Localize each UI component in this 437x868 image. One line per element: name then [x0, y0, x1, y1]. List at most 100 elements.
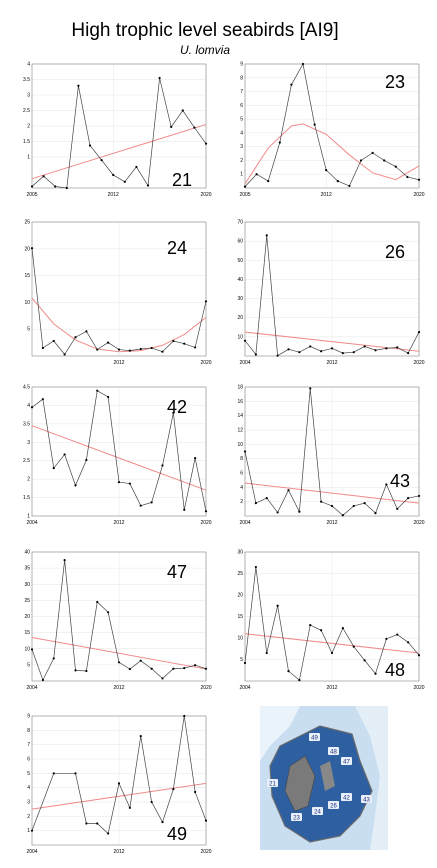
- data-point: [309, 624, 312, 627]
- data-point: [183, 714, 186, 718]
- y-tick-label: 8: [27, 728, 30, 734]
- data-point: [139, 504, 142, 507]
- y-tick-label: 8: [240, 456, 243, 462]
- data-point: [265, 496, 268, 500]
- data-point: [172, 339, 175, 343]
- data-point: [128, 482, 131, 485]
- data-point: [117, 782, 121, 785]
- data-point: [100, 159, 103, 162]
- y-tick-label: 3.5: [23, 77, 30, 83]
- x-tick-label: 2004: [26, 849, 37, 855]
- chart-21: 1 1.5 2 2.5 3 3.5 4 2005 2012 2020 21: [23, 62, 212, 199]
- data-point: [204, 667, 208, 670]
- region-map: 21 23 24 26 42 43 47 48 49: [260, 706, 388, 850]
- y-tick-label: 10: [237, 636, 243, 642]
- data-point: [54, 185, 57, 188]
- y-tick-label: 9: [27, 714, 30, 720]
- x-tick-label: 2012: [113, 360, 124, 366]
- data-point: [287, 489, 290, 492]
- map-label-box: [328, 801, 339, 809]
- y-tick-label: 6: [27, 757, 30, 763]
- y-tick-label: 4: [240, 130, 243, 136]
- data-point: [128, 349, 131, 352]
- data-point: [330, 651, 334, 655]
- data-point: [170, 125, 173, 129]
- data-point: [161, 350, 164, 353]
- y-tick-label: 40: [24, 550, 30, 556]
- data-point: [385, 483, 388, 486]
- chart-title: High trophic level seabirds [AI9]: [71, 20, 339, 41]
- y-tick-label: 2: [240, 499, 243, 505]
- data-point: [150, 346, 153, 350]
- data-point: [287, 348, 290, 351]
- data-point: [276, 354, 279, 357]
- y-tick-label: 1: [240, 172, 243, 178]
- map-label-box: [341, 757, 352, 765]
- map-ice: [260, 706, 300, 761]
- trend-line: [31, 425, 207, 491]
- chart-47: 5 10 15 20 25 30 35 40 2004 2012 2020 47: [24, 550, 211, 692]
- data-point: [352, 504, 355, 508]
- data-point: [385, 637, 388, 640]
- map-label-23: 23: [293, 816, 300, 822]
- x-tick-label: 2012: [326, 685, 337, 691]
- data-point: [107, 832, 110, 835]
- data-point: [325, 168, 328, 172]
- data-point: [407, 496, 410, 500]
- data-point: [112, 173, 115, 177]
- data-point: [396, 507, 399, 510]
- map-label-box: [291, 813, 302, 821]
- y-tick-label: 10: [237, 442, 243, 448]
- y-tick-label: 25: [237, 571, 243, 577]
- y-tick-label: 25: [24, 220, 30, 226]
- map-label-49: 49: [311, 736, 318, 742]
- data-point: [254, 502, 257, 505]
- data-point: [30, 829, 34, 832]
- map-island: [284, 755, 316, 812]
- data-point: [139, 659, 142, 662]
- data-point: [254, 565, 257, 569]
- data-point: [146, 184, 150, 187]
- data-point: [139, 347, 142, 351]
- y-tick-label: 20: [237, 593, 243, 599]
- map-label-47: 47: [343, 760, 350, 766]
- chart-49: 1 2 3 4 5 6 7 8 9 2004 2012 2020 49: [26, 714, 211, 856]
- plot-frame: [244, 63, 420, 189]
- data-point: [352, 645, 355, 648]
- chart-26: 10 20 30 40 50 60 70 2004 2012 2020 26: [237, 220, 424, 367]
- data-point: [74, 484, 77, 487]
- data-point: [320, 500, 323, 503]
- y-tick-label: 50: [237, 258, 243, 264]
- plot-frame: [31, 386, 207, 517]
- data-point: [298, 351, 301, 354]
- y-tick-label: 2: [27, 477, 30, 483]
- data-point: [309, 387, 312, 390]
- map-label-box: [328, 747, 339, 755]
- y-tick-label: 3.5: [23, 421, 30, 427]
- plot-frame: [31, 551, 207, 682]
- trend-line: [244, 633, 420, 654]
- y-tick-label: 16: [237, 399, 243, 405]
- y-tick-label: 10: [237, 334, 243, 340]
- map-label-box: [361, 795, 372, 803]
- y-tick-label: 25: [24, 598, 30, 604]
- y-tick-label: 10: [24, 646, 30, 652]
- y-tick-label: 15: [24, 630, 30, 636]
- region-label: 26: [385, 242, 405, 262]
- data-point: [42, 175, 45, 178]
- plot-frame: [31, 63, 207, 189]
- panel-24: 5 10 15 20 25 2012 2020 24: [22, 218, 212, 373]
- y-tick-label: 7: [27, 742, 30, 748]
- trend-line: [31, 123, 207, 180]
- map-island-small: [320, 761, 335, 791]
- data-point: [243, 185, 247, 188]
- y-tick-label: 40: [237, 277, 243, 283]
- data-point: [85, 669, 88, 673]
- y-tick-label: 14: [237, 413, 243, 419]
- data-point: [254, 353, 257, 356]
- y-tick-label: 4: [27, 785, 30, 791]
- data-point: [371, 151, 374, 154]
- x-tick-label: 2012: [113, 520, 124, 526]
- data-point: [52, 466, 55, 470]
- data-point: [30, 648, 34, 651]
